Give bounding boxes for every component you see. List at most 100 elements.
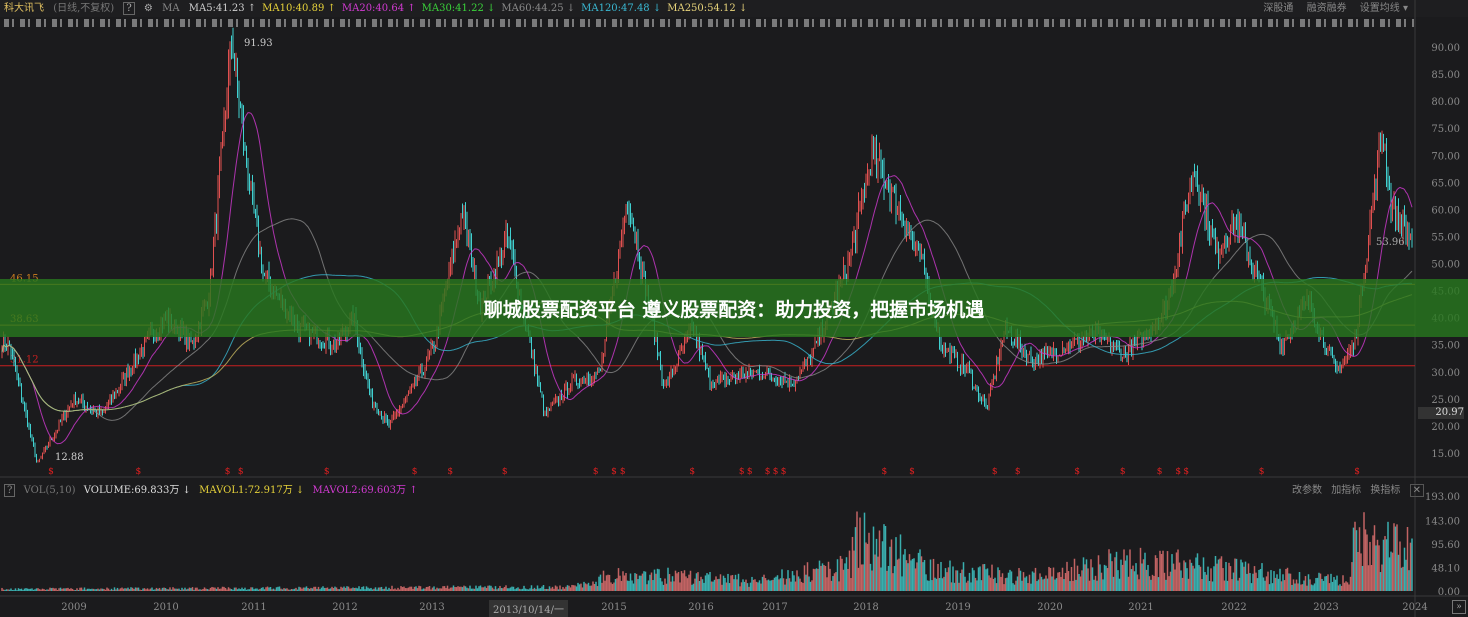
last-price-tag: 20.97 xyxy=(1418,407,1464,419)
signal-marker: $ xyxy=(502,467,508,477)
time-tick: 2022 xyxy=(1221,602,1246,613)
ma-settings-dropdown[interactable]: 设置均线 ▾ xyxy=(1359,3,1408,14)
time-tick: 2015 xyxy=(601,602,626,613)
volume-indicator-label: VOL(5,10) xyxy=(23,485,76,496)
mavol2-value: MAVOL2:69.603万 ↑ xyxy=(312,485,418,496)
signal-marker: $ xyxy=(1354,467,1360,477)
signal-marker: $ xyxy=(611,467,617,477)
volume-help-button[interactable]: ? xyxy=(4,484,16,497)
ma-list: MA5:41.23 ↑ MA10:40.89 ↑ MA20:40.64 ↑ MA30:… xyxy=(189,3,754,14)
hk-connect-link[interactable]: 深股通 xyxy=(1263,3,1294,14)
signal-marker: $ xyxy=(1157,467,1163,477)
price-tick: 80.00 xyxy=(1431,97,1460,108)
price-tick: 25.00 xyxy=(1431,395,1460,406)
ma-label: MA xyxy=(162,3,180,14)
ma-value: MA250:54.12 ↓ xyxy=(667,3,748,14)
signal-marker: $ xyxy=(593,467,599,477)
volume-header: ? VOL(5,10) VOLUME:69.833万 ↓ MAVOL1:72.9… xyxy=(4,481,423,497)
price-tick: 70.00 xyxy=(1431,151,1460,162)
time-tick: 2021 xyxy=(1128,602,1153,613)
time-tick: 2012 xyxy=(332,602,357,613)
switch-indicator-button[interactable]: 换指标 xyxy=(1370,485,1401,496)
price-tick: 75.00 xyxy=(1431,124,1460,135)
help-button[interactable]: ? xyxy=(123,2,135,15)
signal-marker: $ xyxy=(882,467,888,477)
price-tick: 20.00 xyxy=(1431,422,1460,433)
price-tick: 55.00 xyxy=(1431,232,1460,243)
time-tick: 2019 xyxy=(945,602,970,613)
signal-marker: $ xyxy=(620,467,626,477)
change-params-button[interactable]: 改参数 xyxy=(1292,485,1322,496)
time-tick: 2023 xyxy=(1313,602,1338,613)
ma-value: MA5:41.23 ↑ xyxy=(188,3,257,14)
stock-name: 科大讯飞 xyxy=(4,3,44,14)
overlay-title: 聊城股票配资平台 遵义股票配资：助力投资，把握市场机遇 xyxy=(483,298,985,321)
signal-marker: $ xyxy=(689,467,695,477)
price-level-label: 46.15 xyxy=(10,273,39,284)
volume-tick: 193.00 xyxy=(1425,492,1460,503)
low-price-label: 12.88 xyxy=(55,452,84,463)
volume-value: VOLUME:69.833万 ↓ xyxy=(83,485,191,496)
price-tick: 30.00 xyxy=(1431,368,1460,379)
price-tick: 65.00 xyxy=(1431,178,1460,189)
ma-value: MA120:47.48 ↓ xyxy=(581,3,662,14)
obfuscated-info-row xyxy=(4,19,1414,27)
signal-marker: $ xyxy=(747,467,753,477)
signal-marker: $ xyxy=(1074,467,1080,477)
overlay-banner: 聊城股票配资平台 遵义股票配资：助力投资，把握市场机遇 xyxy=(0,279,1468,337)
scroll-next-button[interactable]: » xyxy=(1452,600,1466,614)
ma-value: MA10:40.89 ↑ xyxy=(262,3,336,14)
period-label: (日线,不复权) xyxy=(53,3,115,14)
signal-marker: $ xyxy=(1259,467,1265,477)
time-tick: 2016 xyxy=(688,602,713,613)
ma-value: MA60:44.25 ↓ xyxy=(501,3,576,14)
signal-marker: $ xyxy=(1175,467,1181,477)
ma-value: MA30:41.22 ↓ xyxy=(421,3,496,14)
price-tick: 90.00 xyxy=(1431,43,1460,54)
close-icon[interactable]: ✕ xyxy=(1409,484,1424,497)
add-indicator-button[interactable]: 加指标 xyxy=(1331,485,1362,496)
indicator-header: 科大讯飞 (日线,不复权) ? ⚙ MA MA5:41.23 ↑ MA10:40.… xyxy=(0,0,1468,17)
signal-marker: $ xyxy=(324,467,330,477)
price-tick: 85.00 xyxy=(1431,70,1460,81)
time-tick: 2009 xyxy=(61,602,86,613)
signal-marker: $ xyxy=(781,467,787,477)
price-tick: 15.00 xyxy=(1431,449,1460,460)
signal-marker: $ xyxy=(136,467,142,477)
price-level-label: 31.12 xyxy=(10,355,39,366)
margin-link[interactable]: 融资融券 xyxy=(1306,3,1347,14)
time-tick: 2018 xyxy=(853,602,878,613)
signal-marker: $ xyxy=(48,467,54,477)
price-tick: 35.00 xyxy=(1431,341,1460,352)
ma-value: MA20:40.64 ↑ xyxy=(341,3,416,14)
signal-marker: $ xyxy=(765,467,771,477)
ma-note-label: 53.96 xyxy=(1376,237,1405,248)
signal-marker: $ xyxy=(447,467,453,477)
time-tick: 2020 xyxy=(1037,602,1062,613)
volume-tick: 143.00 xyxy=(1425,517,1460,528)
signal-marker: $ xyxy=(992,467,998,477)
time-tick: 2011 xyxy=(241,602,266,613)
volume-tick: 0.00 xyxy=(1438,587,1460,598)
time-tick: 2013 xyxy=(419,602,444,613)
signal-marker: $ xyxy=(1120,467,1126,477)
signal-marker: $ xyxy=(1183,467,1189,477)
cursor-date: 2013/10/14/一 xyxy=(489,600,569,617)
signal-marker: $ xyxy=(225,467,231,477)
price-tick: 60.00 xyxy=(1431,205,1460,216)
signal-marker: $ xyxy=(412,467,418,477)
volume-tick: 48.10 xyxy=(1431,563,1460,574)
time-tick: 2017 xyxy=(762,602,787,613)
signal-marker: $ xyxy=(1015,467,1021,477)
time-tick: 2024 xyxy=(1402,602,1427,613)
signal-marker: $ xyxy=(909,467,915,477)
signal-marker: $ xyxy=(773,467,779,477)
signal-marker: $ xyxy=(739,467,745,477)
mavol1-value: MAVOL1:72.917万 ↓ xyxy=(199,485,305,496)
signal-marker: $ xyxy=(238,467,244,477)
high-price-label: 91.93 xyxy=(244,38,273,49)
gear-icon[interactable]: ⚙ xyxy=(143,3,153,14)
time-tick: 2010 xyxy=(153,602,178,613)
price-tick: 50.00 xyxy=(1431,260,1460,271)
volume-tick: 95.60 xyxy=(1431,540,1460,551)
